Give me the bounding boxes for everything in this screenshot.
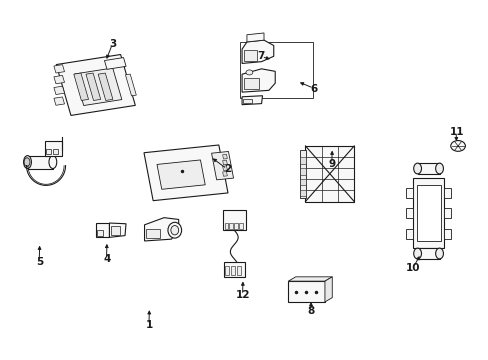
- Bar: [27, 156, 53, 168]
- Bar: [222, 211, 245, 230]
- Polygon shape: [143, 145, 227, 201]
- Polygon shape: [125, 74, 136, 96]
- Bar: [225, 266, 229, 275]
- Bar: [237, 266, 241, 275]
- Polygon shape: [54, 86, 64, 95]
- Text: 5: 5: [36, 257, 43, 267]
- Polygon shape: [325, 277, 331, 302]
- Polygon shape: [157, 160, 205, 189]
- Bar: [96, 223, 109, 237]
- Bar: [229, 223, 232, 229]
- Bar: [288, 281, 325, 302]
- Bar: [224, 223, 227, 229]
- Polygon shape: [54, 65, 64, 73]
- Polygon shape: [222, 160, 227, 165]
- Text: 1: 1: [145, 320, 153, 330]
- Polygon shape: [98, 73, 113, 100]
- Polygon shape: [222, 172, 227, 176]
- Polygon shape: [86, 73, 101, 100]
- Ellipse shape: [167, 222, 181, 238]
- Polygon shape: [242, 40, 273, 63]
- Bar: [417, 163, 439, 174]
- Text: 10: 10: [405, 263, 419, 273]
- Bar: [444, 208, 450, 219]
- Polygon shape: [54, 97, 64, 105]
- Polygon shape: [75, 68, 122, 105]
- Ellipse shape: [245, 70, 252, 75]
- Polygon shape: [242, 96, 262, 105]
- Polygon shape: [109, 223, 126, 237]
- Ellipse shape: [413, 248, 421, 259]
- Polygon shape: [222, 154, 227, 159]
- Text: 12: 12: [235, 291, 250, 301]
- Text: 6: 6: [310, 84, 317, 94]
- Bar: [53, 149, 58, 154]
- Bar: [44, 141, 61, 156]
- Text: 7: 7: [257, 51, 264, 61]
- Polygon shape: [222, 166, 227, 171]
- Ellipse shape: [23, 156, 31, 168]
- Polygon shape: [144, 218, 178, 241]
- Ellipse shape: [435, 248, 443, 259]
- Text: 8: 8: [307, 306, 314, 316]
- Bar: [299, 149, 306, 198]
- Bar: [405, 208, 412, 219]
- Bar: [244, 50, 256, 60]
- Bar: [444, 229, 450, 239]
- Polygon shape: [246, 33, 264, 42]
- Bar: [417, 248, 439, 259]
- Bar: [46, 149, 51, 154]
- Bar: [412, 178, 444, 248]
- Bar: [300, 157, 305, 164]
- Bar: [405, 188, 412, 198]
- Text: 4: 4: [103, 254, 110, 264]
- Ellipse shape: [24, 158, 30, 166]
- Bar: [300, 168, 305, 175]
- Bar: [223, 262, 245, 277]
- Bar: [405, 229, 412, 239]
- Bar: [239, 42, 312, 98]
- Polygon shape: [211, 152, 233, 180]
- Text: 11: 11: [448, 127, 463, 136]
- Polygon shape: [242, 69, 275, 92]
- Ellipse shape: [413, 163, 421, 174]
- Text: 2: 2: [224, 164, 231, 174]
- Polygon shape: [74, 73, 88, 100]
- Text: 3: 3: [109, 39, 116, 49]
- Bar: [305, 146, 353, 202]
- Bar: [300, 190, 305, 196]
- Bar: [243, 99, 251, 103]
- Bar: [244, 78, 259, 89]
- Polygon shape: [288, 277, 331, 281]
- Ellipse shape: [435, 163, 443, 174]
- Bar: [444, 188, 450, 198]
- Bar: [416, 185, 440, 241]
- Bar: [146, 229, 159, 238]
- Polygon shape: [104, 58, 126, 69]
- Bar: [239, 223, 242, 229]
- Text: 9: 9: [328, 159, 335, 169]
- Bar: [300, 179, 305, 185]
- Ellipse shape: [170, 226, 178, 235]
- Polygon shape: [54, 75, 64, 84]
- Bar: [111, 226, 120, 235]
- Ellipse shape: [49, 156, 57, 168]
- Bar: [234, 223, 237, 229]
- Polygon shape: [56, 54, 135, 116]
- Ellipse shape: [450, 140, 465, 151]
- Bar: [231, 266, 235, 275]
- Bar: [97, 230, 102, 236]
